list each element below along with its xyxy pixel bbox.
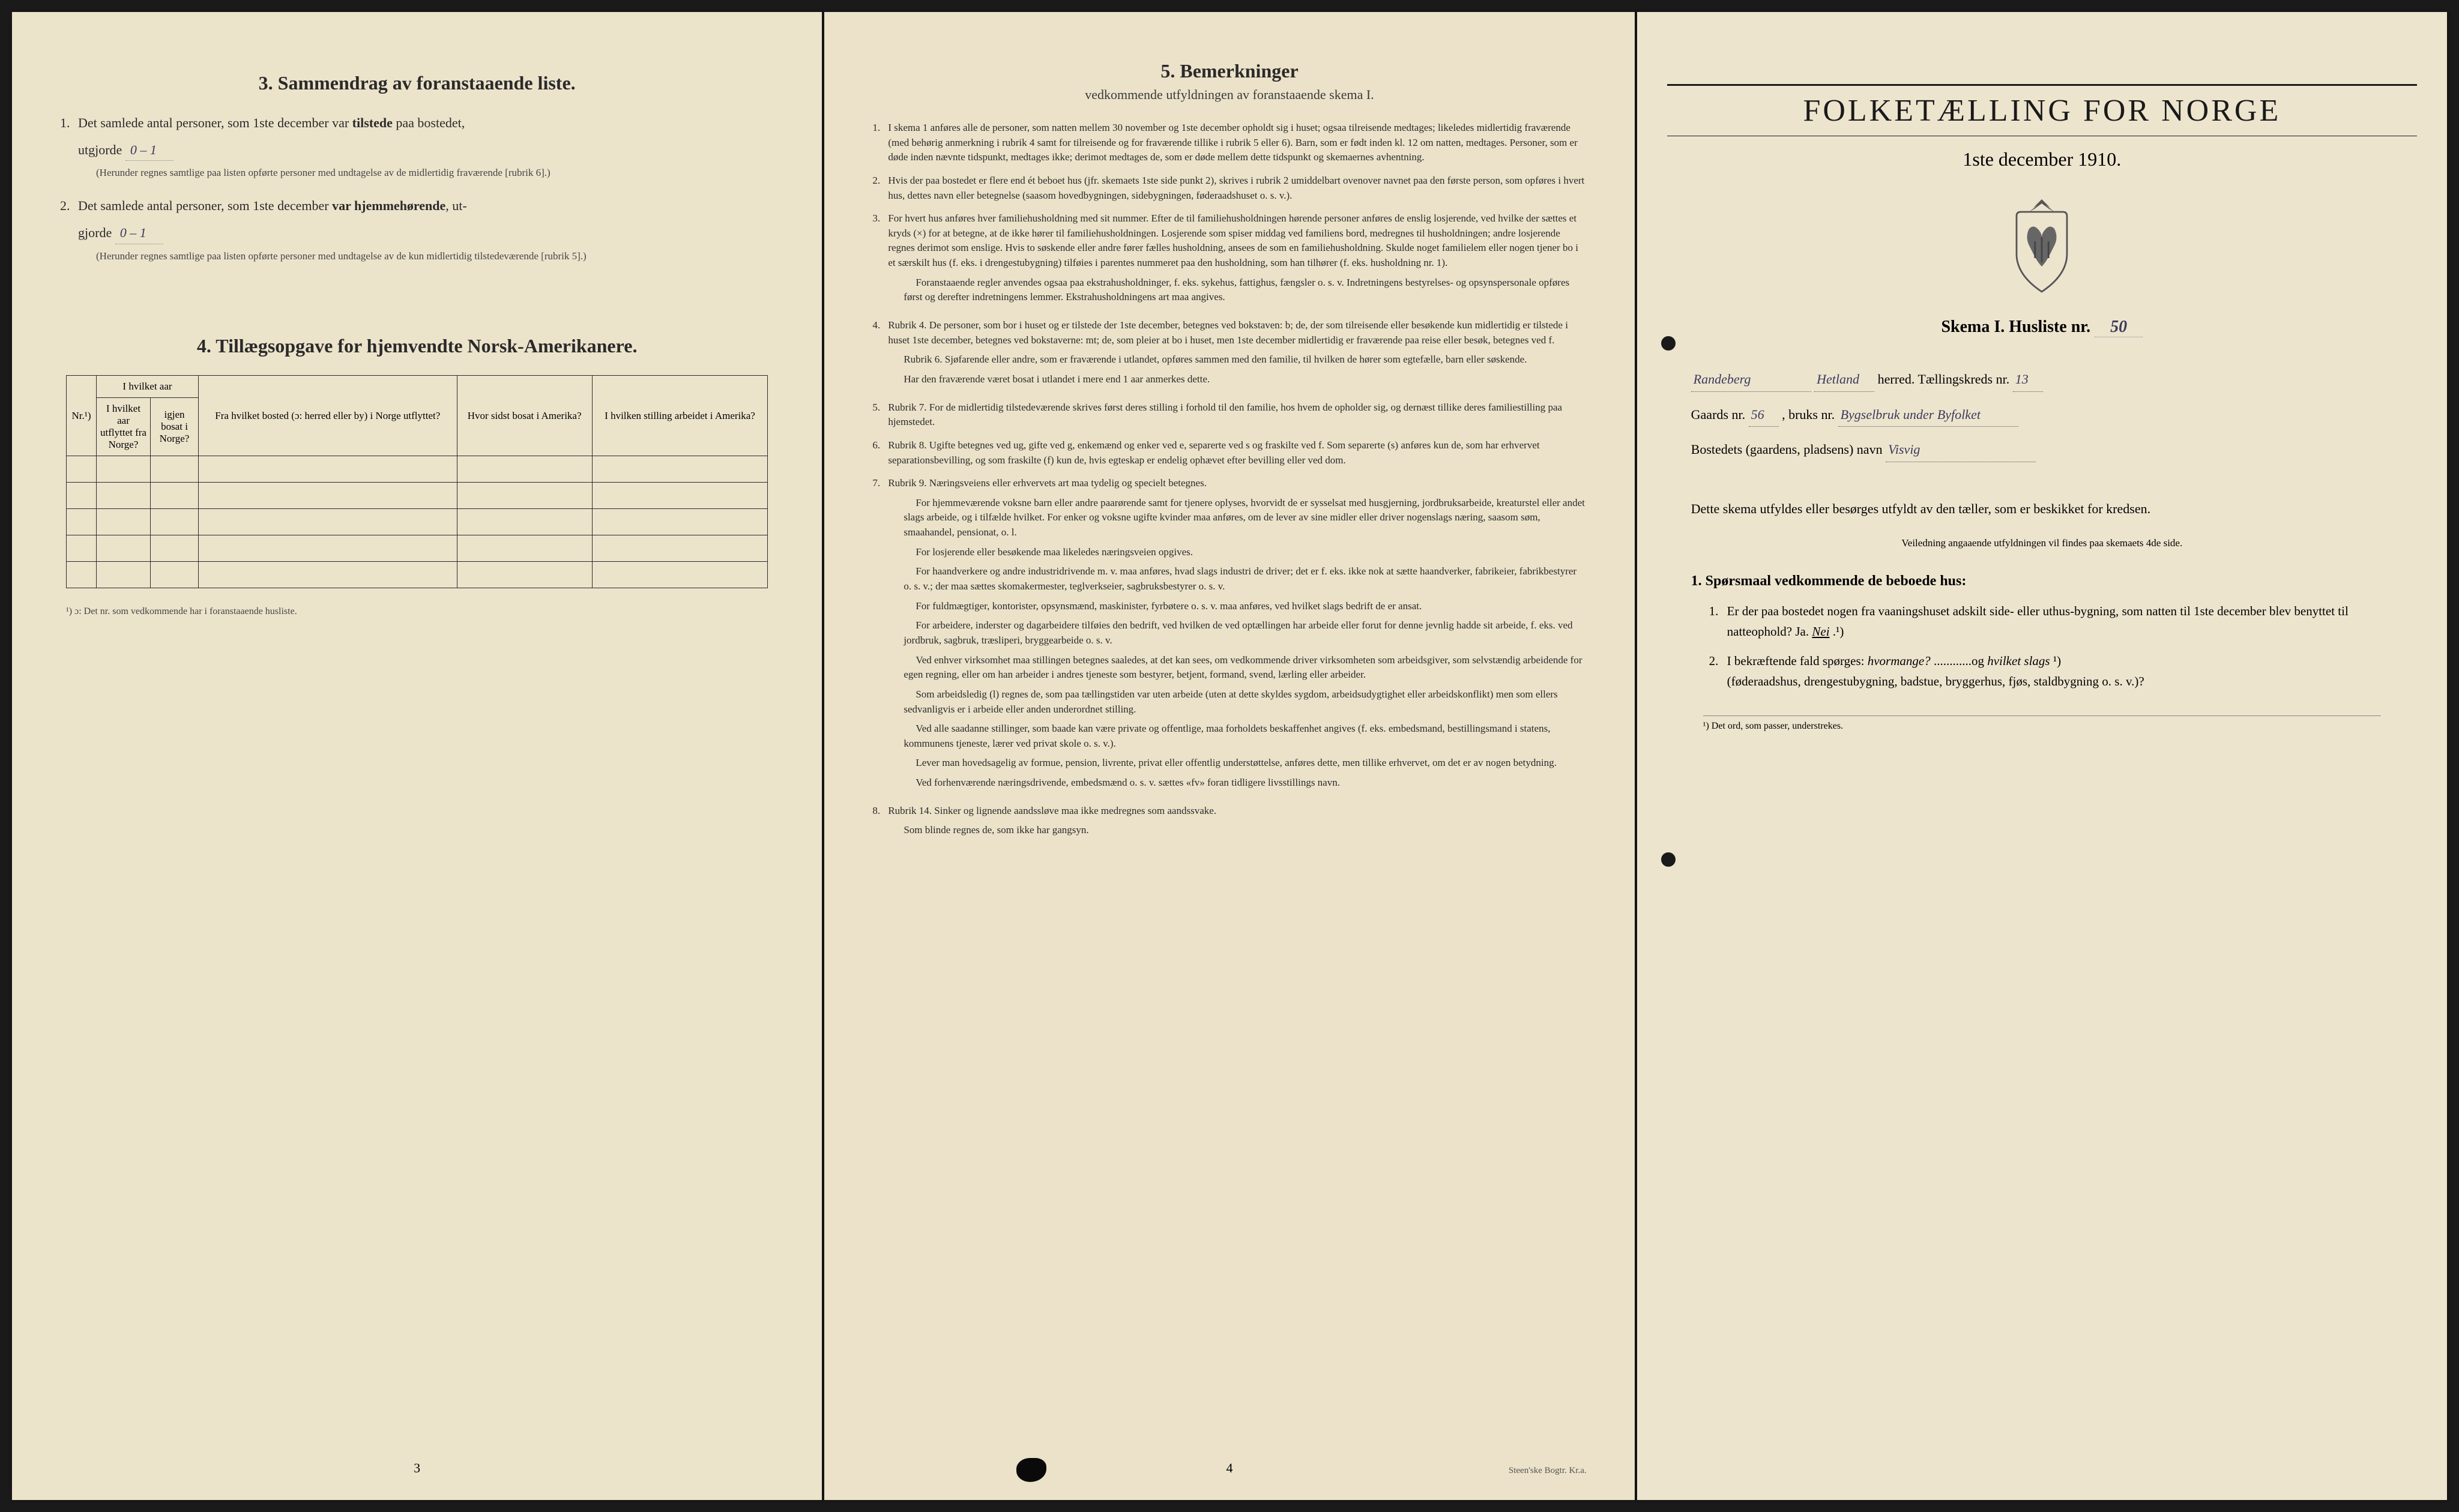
- item-2-note: (Herunder regnes samtlige paa listen opf…: [96, 249, 774, 264]
- col-from-where: Fra hvilket bosted (ɔ: herred eller by) …: [199, 376, 457, 456]
- col-returned: igjen bosat i Norge?: [151, 398, 199, 456]
- q1-answer-nei[interactable]: Nei: [1812, 624, 1829, 639]
- schema-header: Skema I. Husliste nr. 50: [1667, 318, 2417, 337]
- remark-item: 5.Rubrik 7. For de midlertidig tilstedev…: [872, 400, 1586, 430]
- remark-item: 4.Rubrik 4. De personer, som bor i huset…: [872, 318, 1586, 392]
- col-emigrated: I hvilket aar utflyttet fra Norge?: [97, 398, 151, 456]
- census-title: FOLKETÆLLING FOR NORGE: [1667, 84, 2417, 136]
- item-number: 1.: [60, 112, 78, 180]
- table-row: [67, 562, 768, 588]
- summary-item-2: 2. Det samlede antal personer, som 1ste …: [60, 195, 774, 263]
- herred-field-1[interactable]: Randeberg: [1691, 367, 1811, 392]
- summary-item-1: 1. Det samlede antal personer, som 1ste …: [60, 112, 774, 180]
- page-number: 4: [1226, 1460, 1233, 1476]
- remark-item: 2.Hvis der paa bostedet er flere end ét …: [872, 173, 1586, 203]
- table-footnote: ¹) ɔ: Det nr. som vedkommende har i fora…: [66, 606, 792, 617]
- question-2: 2. I bekræftende fald spørges: hvormange…: [1709, 651, 2381, 691]
- item-1-note: (Herunder regnes samtlige paa listen opf…: [96, 166, 774, 180]
- herred-field-2[interactable]: Hetland: [1814, 367, 1874, 392]
- punch-hole: [1661, 336, 1676, 351]
- footnote: ¹) Det ord, som passer, understrekes.: [1703, 715, 2381, 732]
- census-document: 3. Sammendrag av foranstaaende liste. 1.…: [12, 12, 2447, 1500]
- present-count-field[interactable]: 0 – 1: [125, 139, 173, 161]
- printer-credit: Steen'ske Bogtr. Kr.a.: [1509, 1466, 1587, 1476]
- item-content: Det samlede antal personer, som 1ste dec…: [78, 195, 774, 263]
- section-3-title: 3. Sammendrag av foranstaaende liste.: [42, 72, 792, 94]
- table-row: [67, 509, 768, 535]
- herred-line: Randeberg Hetland herred. Tællingskreds …: [1691, 367, 2393, 392]
- remark-item: 7.Rubrik 9. Næringsveiens eller erhverve…: [872, 476, 1586, 795]
- questions-header: 1. Spørsmaal vedkommende de beboede hus:: [1691, 573, 2393, 589]
- remark-item: 6.Rubrik 8. Ugifte betegnes ved ug, gift…: [872, 438, 1586, 468]
- bosted-line: Bostedets (gaardens, pladsens) navn Visv…: [1691, 438, 2393, 462]
- gaards-nr-field[interactable]: 56: [1749, 403, 1779, 427]
- item-number: 2.: [60, 195, 78, 263]
- section-5-subtitle: vedkommende utfyldningen av foranstaaend…: [854, 87, 1604, 103]
- page-4: 5. Bemerkninger vedkommende utfyldningen…: [824, 12, 1634, 1500]
- ink-blot: [1016, 1458, 1046, 1482]
- census-date: 1ste december 1910.: [1667, 148, 2417, 170]
- table-row: [67, 535, 768, 562]
- table-row: [67, 483, 768, 509]
- coat-of-arms: [1667, 194, 2417, 300]
- bruks-nr-field[interactable]: Bygselbruk under Byfolket: [1838, 403, 2018, 427]
- page-3: 3. Sammendrag av foranstaaende liste. 1.…: [12, 12, 822, 1500]
- section-5-title: 5. Bemerkninger: [854, 60, 1604, 82]
- table-body: [67, 456, 768, 588]
- page-number: 3: [414, 1460, 420, 1476]
- question-1: 1. Er der paa bostedet nogen fra vaaning…: [1709, 601, 2381, 642]
- americans-table: Nr.¹) I hvilket aar Fra hvilket bosted (…: [66, 375, 768, 588]
- section-4-title: 4. Tillægsopgave for hjemvendte Norsk-Am…: [42, 335, 792, 357]
- gaards-line: Gaards nr. 56 , bruks nr. Bygselbruk und…: [1691, 403, 2393, 427]
- kreds-nr-field[interactable]: 13: [2013, 367, 2043, 392]
- col-group-year: I hvilket aar: [97, 376, 199, 398]
- resident-count-field[interactable]: 0 – 1: [115, 222, 163, 244]
- remark-item: 8.Rubrik 14. Sinker og lignende aandsslø…: [872, 804, 1586, 843]
- remark-item: 1.I skema 1 anføres alle de personer, so…: [872, 121, 1586, 165]
- bosted-navn-field[interactable]: Visvig: [1886, 438, 2036, 462]
- item-content: Det samlede antal personer, som 1ste dec…: [78, 112, 774, 180]
- husliste-nr-field[interactable]: 50: [2095, 318, 2143, 337]
- remarks-list: 1.I skema 1 anføres alle de personer, so…: [872, 121, 1586, 843]
- filling-instruction: Dette skema utfyldes eller besørges utfy…: [1691, 498, 2393, 519]
- punch-hole: [1661, 852, 1676, 867]
- page-cover: FOLKETÆLLING FOR NORGE 1ste december 191…: [1637, 12, 2447, 1500]
- col-nr: Nr.¹): [67, 376, 97, 456]
- guidance-note: Veiledning angaaende utfyldningen vil fi…: [1691, 537, 2393, 549]
- col-america-residence: Hvor sidst bosat i Amerika?: [457, 376, 592, 456]
- col-america-position: I hvilken stilling arbeidet i Amerika?: [592, 376, 768, 456]
- table-row: [67, 456, 768, 483]
- remark-item: 3.For hvert hus anføres hver familiehush…: [872, 211, 1586, 310]
